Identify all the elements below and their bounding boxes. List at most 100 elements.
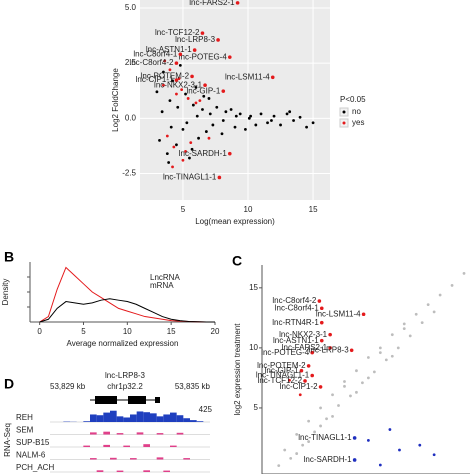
point [233,125,237,129]
y-axis-title: Density [1,279,10,306]
coverage-bar [183,418,190,422]
point [171,165,174,169]
coverage-bar [96,470,104,472]
point [201,108,204,111]
point [180,88,184,92]
point [378,463,382,467]
point [432,310,436,314]
point [307,440,311,443]
coverage-bar [110,457,117,460]
point [378,346,382,350]
point [295,452,299,455]
track-name: PCH_ACH [16,463,54,472]
point-label: lnc-POTEG-4 [179,52,228,61]
point [331,393,334,397]
y-tick-label: 5 [254,403,259,412]
y-axis-title: Log2 FoldChange [111,68,120,132]
point [366,376,370,380]
point-label: lnc-POTEM-2 [257,361,306,370]
y-tick-label: 2.5 [125,58,137,67]
coverage-bar [116,416,124,422]
coverage-bar [130,458,137,460]
exon [128,396,146,404]
point [319,424,322,428]
point-label: lnc-C8orf4-2 [129,58,174,67]
point [197,136,200,140]
point [277,464,281,467]
x-axis-title: Log(mean expression) [195,217,275,226]
highlight-point [200,31,205,35]
point [229,108,233,111]
point [181,127,185,131]
point-label: lnc-FARS2-1 [189,0,235,7]
point-label: lnc-GIP-1 [186,86,220,95]
point [220,132,224,136]
coverage-bar [103,444,110,447]
coverage-bar [96,415,104,422]
point-label: lnc-CIP1-1 [136,75,174,84]
legend-swatch [342,110,346,114]
point [355,369,358,373]
highlight-point [221,89,226,93]
highlight-point [235,1,240,5]
point-label: lnc-ASTN1-1 [146,45,192,54]
x-tick-label: 20 [211,327,220,336]
point-label: lnc-C8orf4-2 [272,296,317,305]
point [398,448,401,452]
point [331,414,334,418]
point-label: lnc-TINAGL1-1 [298,433,352,442]
coverage-bar [176,415,184,422]
coverage-bar [116,470,124,472]
point [384,358,388,362]
coverage-bar [90,432,97,435]
coverage-bar [90,414,97,422]
density-line [39,298,215,323]
point [432,453,436,457]
point [270,119,273,122]
point [169,125,173,129]
highlight-point [178,52,183,57]
coverage-bar [196,421,204,422]
point [185,121,189,125]
point [307,419,311,423]
coverage-bar [90,458,97,460]
highlight-point [216,38,220,42]
highlight-point [192,48,197,52]
highlight-point [303,379,307,383]
track-name: NALM-6 [16,451,46,460]
point [408,334,412,338]
point [402,327,406,331]
point-label: lnc-SARDH-1 [179,149,228,158]
point [160,110,164,114]
point [301,443,305,447]
region-label: chr1p32.2 [107,382,143,391]
point [254,123,258,127]
track-name: SUP-B15 [16,438,50,447]
x-tick-label: 15 [167,327,176,336]
highlight-point [328,346,332,350]
coverage-bar [150,413,157,422]
point [244,127,247,131]
point [266,121,269,125]
point-label: lnc-C8orf4-1 [133,49,178,58]
point-label: lnc-C8orf4-1 [275,303,320,312]
point-label: lnc-LRP8-3 [175,35,216,44]
highlight-point [328,332,332,337]
highlight-point [227,55,232,59]
coverage-bar [143,444,150,447]
point [184,92,187,96]
highlight-point [352,458,357,462]
point [283,448,287,452]
x-tick-label: 5 [81,327,86,336]
x-tick-label: 10 [244,205,253,214]
coverage-bar [170,412,177,422]
x-tick-label: 15 [309,205,318,214]
point [165,134,169,138]
point-label: lnc-TCF12-2 [258,376,303,385]
point [349,394,352,398]
point [279,123,282,127]
exon [95,396,117,404]
point [378,351,382,355]
point [288,110,292,114]
point [195,114,199,118]
